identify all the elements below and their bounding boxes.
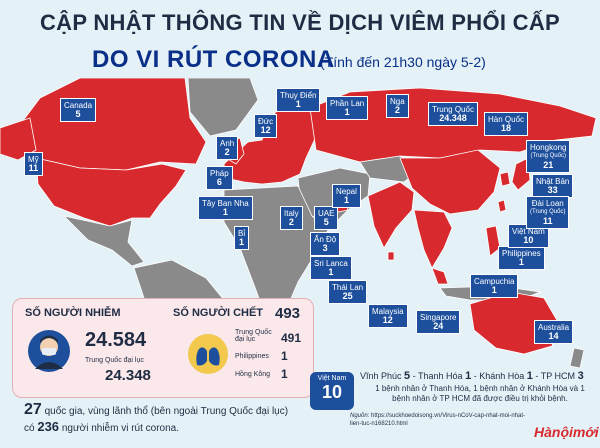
label-uk: Anh 2 (216, 136, 239, 160)
label-china: Trung Quốc 24.348 (428, 102, 478, 126)
label-italy: Italy 2 (280, 206, 303, 230)
death-row-count: 491 (281, 331, 302, 345)
label-australia: Australia 14 (534, 320, 574, 344)
usa (35, 157, 187, 227)
death-row-label: Trung Quốc đại lục (235, 329, 272, 343)
label-france: Pháp 6 (206, 166, 233, 190)
masked-person-icon (28, 330, 70, 372)
label-sri-lanka: Sri Lanca 1 (310, 256, 352, 280)
malaysia (431, 267, 449, 285)
label-nepal: Nepal 1 (332, 184, 361, 208)
page-subtitle: DO VI RÚT CORONA (92, 46, 335, 73)
vietnam-breakdown: Vĩnh Phúc 5 - Thanh Hóa 1 - Khánh Hòa 1 … (360, 370, 584, 382)
label-russia: Nga 2 (386, 94, 409, 118)
label-hongkong: Hongkong (Trung Quốc) 21 (526, 140, 571, 173)
infected-heading: SỐ NGƯỜI NHIỄM (25, 307, 121, 319)
label-japan: Nhật Bản 33 (532, 174, 574, 198)
death-row-label: Philippines (235, 353, 269, 360)
deaths-total: 493 (275, 305, 301, 322)
label-canada: Canada 5 (60, 98, 97, 122)
vietnam-count: 10 (321, 382, 343, 402)
label-belgium: Bỉ 1 (234, 226, 250, 250)
page-title: CẬP NHẬT THÔNG TIN VỀ DỊCH VIÊM PHỔI CẤP (39, 10, 561, 35)
label-taiwan: Đài Loan (Trung Quốc) 11 (526, 196, 570, 229)
label-usa: Mỹ 11 (24, 152, 43, 176)
summary-line-2: người nhiễm vi rút corona. (61, 423, 180, 434)
label-spain: Tây Ban Nha 1 (198, 196, 253, 220)
lungs-icon (188, 334, 228, 374)
vietnam-note: 1 bệnh nhân ở Thanh Hóa, 1 bệnh nhân ở K… (375, 384, 585, 403)
summary-count-cases: 236 (37, 419, 60, 434)
label-singapore: Singapore 24 (416, 310, 461, 334)
southeast-asia (413, 209, 453, 269)
deaths-heading: SỐ NGƯỜI CHẾT (173, 307, 264, 319)
label-sweden: Thụy Điển 1 (276, 88, 321, 112)
label-uae: UAE 5 (314, 206, 339, 230)
greenland (187, 78, 259, 137)
infected-total: 24.584 (85, 329, 147, 351)
label-cambodia: Campuchia 1 (470, 274, 519, 298)
mexico-central-america (62, 215, 145, 267)
label-thailand: Thái Lan 25 (328, 280, 368, 304)
label-south-korea: Hàn Quốc 18 (484, 112, 529, 136)
summary-prefix: có (24, 423, 35, 434)
as-of-date: (Tính đến 21h30 ngày 5-2) (320, 54, 486, 70)
stats-panel: SỐ NGƯỜI NHIỄM 24.584 Trung Quốc đại lục… (12, 298, 314, 398)
source-label: Nguồn: (350, 413, 370, 419)
infected-china-count: 24.348 (105, 367, 151, 384)
summary-count-countries: 27 (24, 401, 42, 418)
sri-lanka (387, 251, 395, 261)
infected-china-label: Trung Quốc đại lục (85, 357, 144, 364)
label-finland: Phần Lan 1 (326, 96, 369, 120)
south-korea (499, 171, 511, 187)
vietnam-badge: Việt Nam 10 (310, 372, 354, 410)
label-germany: Đức 12 (254, 114, 278, 138)
summary-text: 27 quốc gia, vùng lãnh thổ (bên ngoài Tr… (24, 402, 314, 436)
vietnam-label: Việt Nam (317, 375, 347, 382)
taiwan (497, 199, 507, 213)
china (399, 149, 501, 215)
summary-line-1: quốc gia, vùng lãnh thổ (bên ngoài Trung… (44, 406, 289, 417)
source-url: https://suckhoedoisong.vn/Virus-nCoV-cap… (350, 413, 526, 427)
label-malaysia: Malaysia 12 (368, 304, 408, 328)
brand-logo: Hànộimới (534, 424, 599, 440)
label-india: Ấn Độ 3 (310, 232, 341, 256)
death-row-count: 1 (281, 367, 288, 381)
new-zealand (569, 347, 585, 369)
label-philippines: Philippines 1 (498, 246, 545, 270)
india (367, 181, 415, 249)
death-row-count: 1 (281, 349, 288, 363)
source-line: Nguồn: https://suckhoedoisong.vn/Virus-n… (350, 412, 530, 428)
death-row-label: Hồng Kông (235, 371, 271, 378)
